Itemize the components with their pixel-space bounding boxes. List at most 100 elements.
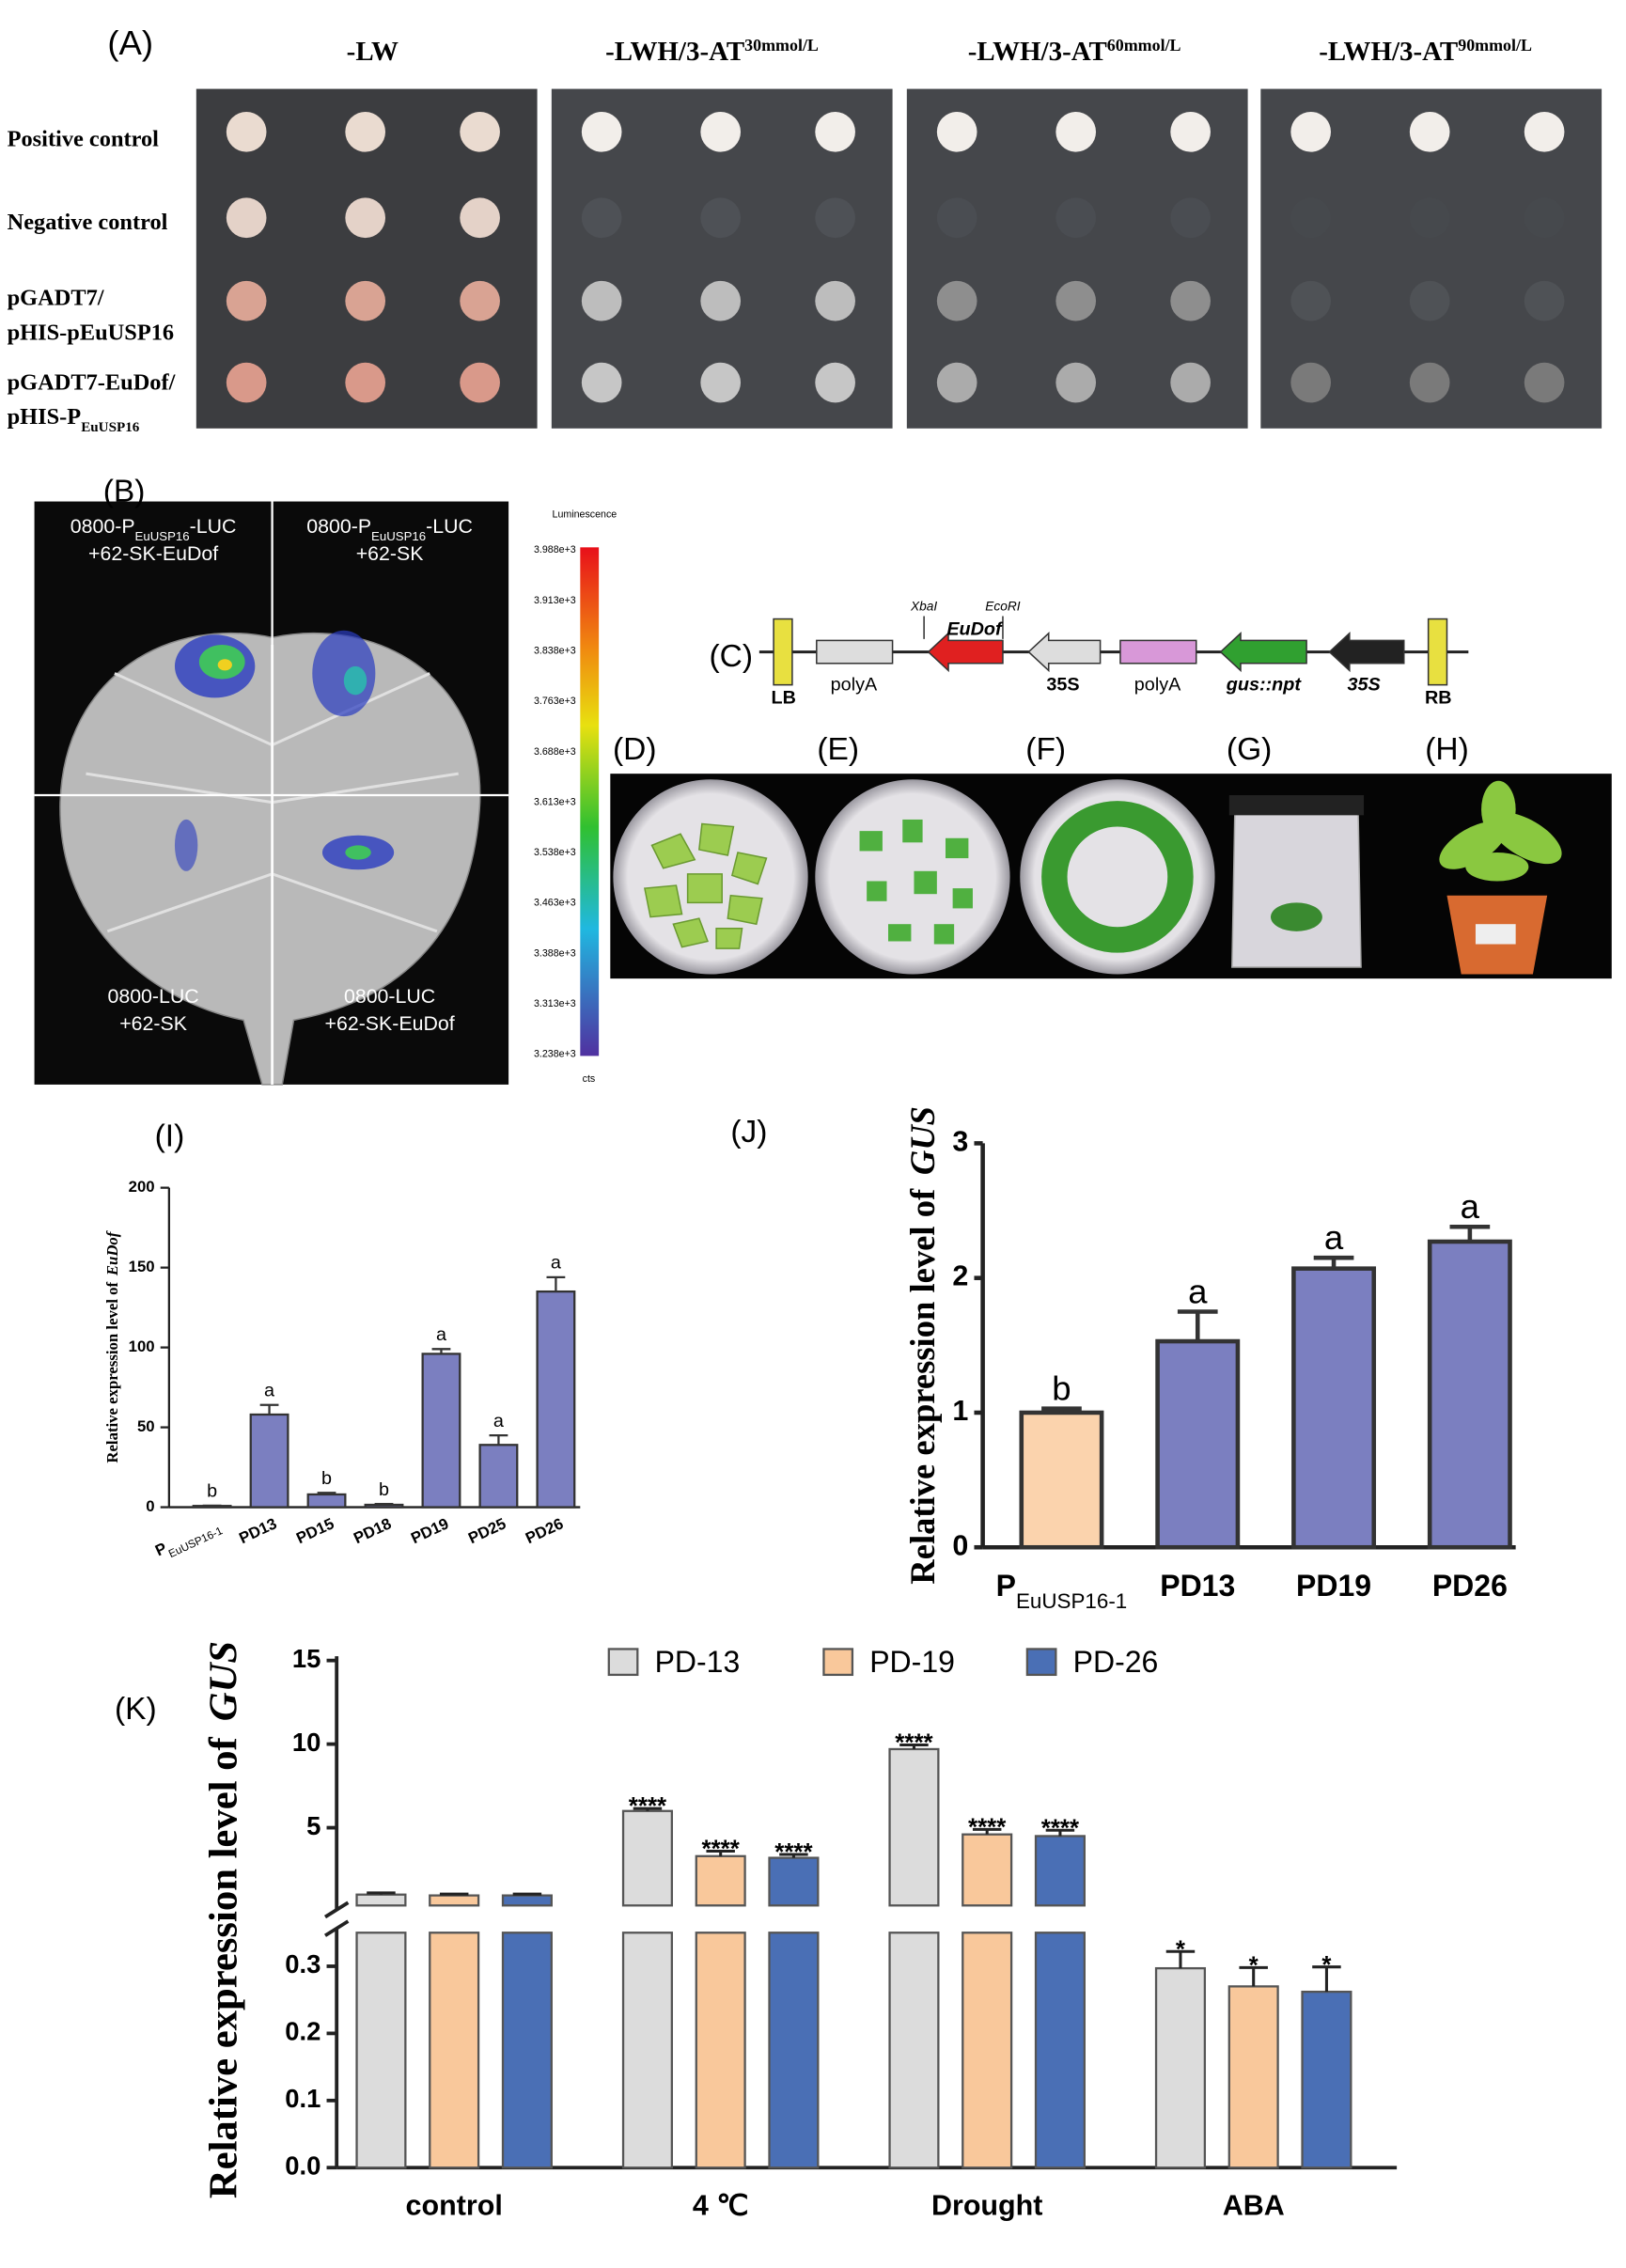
- quadrant-label-part: +62-SK: [119, 1012, 187, 1035]
- x-tick-label: ABA: [1223, 2190, 1285, 2222]
- x-tick-label: PD25: [465, 1514, 508, 1547]
- row-label-part: EuUSP16: [81, 420, 140, 435]
- yeast-spot: [345, 111, 386, 152]
- construct-label: gus::npt: [1226, 675, 1303, 696]
- y-axis-label-italic: GUS: [201, 1641, 245, 1721]
- quadrant-label: +62-SK-EuDof: [325, 1012, 455, 1035]
- x-tick-label: PD18: [351, 1514, 394, 1547]
- yeast-spot: [1170, 111, 1211, 152]
- yeast-spot: [1055, 362, 1097, 403]
- significance-label: ****: [1041, 1815, 1080, 1841]
- significance-label: a: [1324, 1218, 1344, 1257]
- yeast-spot: [700, 362, 742, 403]
- error-bar: [374, 1503, 394, 1506]
- yeast-spot: [1524, 111, 1565, 152]
- bar: [249, 1413, 289, 1509]
- error-bar: [899, 1743, 929, 1749]
- quadrant-label-part: 0800-LUC: [344, 985, 435, 1008]
- y-axis-label-text: Relative expression level of: [903, 1188, 942, 1585]
- quadrant-label-part: 0800-P: [306, 515, 371, 538]
- x-tick-label: PD15: [293, 1514, 336, 1547]
- yeast-spot: [1409, 280, 1450, 321]
- x-tick-label-text: PD19: [408, 1514, 451, 1547]
- y-tick-label: 200: [129, 1178, 155, 1196]
- yeast-spot: [1055, 280, 1097, 321]
- yeast-spot: [581, 362, 622, 403]
- yeast-spot: [460, 197, 500, 239]
- bar: [1034, 1835, 1086, 1907]
- yeast-spot: [1409, 197, 1450, 239]
- legend-label: PD-19: [869, 1645, 955, 1679]
- error-bar: [972, 1827, 1002, 1835]
- legend-label: PD-13: [655, 1645, 741, 1679]
- error-bar: [1313, 1255, 1354, 1269]
- column-header: -LWH/3-AT30mmol/L: [605, 36, 819, 67]
- y-tick-label: 0.3: [285, 1949, 321, 1979]
- error-bar: [1449, 1224, 1491, 1243]
- colorbar-tick-label: 3.463e+3: [534, 898, 576, 909]
- yeast-spot: [1170, 280, 1211, 321]
- yeast-spot: [581, 197, 622, 239]
- yeast-spot: [815, 280, 855, 321]
- colorbar-tick-label: 3.988e+3: [534, 544, 576, 555]
- significance-label: a: [1461, 1187, 1480, 1226]
- error-bar: [489, 1433, 508, 1446]
- yeast-spot: [1290, 280, 1332, 321]
- yeast-spot: [936, 197, 977, 239]
- x-tick-label-text: PD25: [465, 1514, 508, 1547]
- yeast-spot: [1409, 362, 1450, 403]
- legend-swatch: [1025, 1648, 1057, 1677]
- bar: [695, 1854, 746, 1907]
- plantlet: [1270, 902, 1322, 931]
- promoter-arrow: [1027, 632, 1102, 673]
- significance-label: a: [436, 1324, 447, 1345]
- yeast-spot: [1290, 362, 1332, 403]
- colorbar-title: Luminescence: [553, 508, 618, 520]
- yeast-spot: [936, 111, 977, 152]
- x-tick-label: Drought: [931, 2190, 1042, 2222]
- quadrant-label-part: +62-SK: [356, 542, 424, 565]
- x-tick-label-text: PD13: [236, 1514, 279, 1547]
- error-bar: [439, 1892, 469, 1896]
- significance-label: ****: [702, 1837, 741, 1863]
- row-label: pHIS-PEuUSP16: [8, 404, 140, 435]
- y-axis-label-text: Relative expression level of: [201, 1737, 245, 2199]
- error-bar: [633, 1807, 663, 1811]
- x-tick-label-text: PD15: [293, 1514, 336, 1547]
- significance-label: b: [207, 1481, 217, 1502]
- bar: [421, 1353, 461, 1509]
- colorbar-tick-label: 3.763e+3: [534, 696, 576, 707]
- yeast-spot: [815, 197, 855, 239]
- panel-label: (C): [709, 639, 753, 674]
- regenerated-shoots: [1041, 801, 1194, 953]
- promoter-arrow: [1328, 632, 1405, 673]
- x-tick-label-text: PD18: [351, 1514, 394, 1547]
- yeast-spot: [815, 111, 855, 152]
- panel-label: (D): [613, 732, 657, 767]
- bar: [962, 1833, 1013, 1907]
- x-tick-label-text: P: [996, 1569, 1016, 1603]
- panel-label: (G): [1227, 732, 1272, 767]
- yeast-spot: [345, 362, 386, 403]
- polya-box: [1119, 639, 1197, 665]
- y-tick-label: 15: [292, 1644, 321, 1673]
- colorbar-tick-label: 3.538e+3: [534, 847, 576, 858]
- bar: [888, 1932, 940, 2169]
- y-tick-label: 50: [137, 1417, 155, 1435]
- quadrant-label: 0800-LUC: [107, 985, 198, 1008]
- eudof-arrow: [927, 632, 1004, 673]
- colorbar-tick-label: 3.688e+3: [534, 746, 576, 758]
- x-tick-label: PD26: [523, 1514, 566, 1547]
- y-tick-label: 0.2: [285, 2017, 321, 2046]
- significance-label: ****: [895, 1730, 933, 1757]
- bar: [768, 1856, 820, 1907]
- significance-label: a: [264, 1381, 275, 1401]
- error-bar: [1312, 1965, 1341, 1993]
- bar: [621, 1932, 674, 2169]
- y-tick-label: 0: [146, 1497, 154, 1515]
- quadrant-label-part: +62-SK-EuDof: [325, 1012, 455, 1035]
- quadrant-label-part: 0800-P: [70, 515, 135, 538]
- yeast-spot: [1524, 362, 1565, 403]
- yeast-spot: [460, 362, 500, 403]
- x-tick-label: PD13: [236, 1514, 279, 1547]
